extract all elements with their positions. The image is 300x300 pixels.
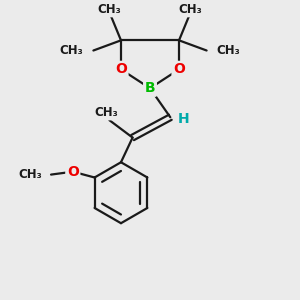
Text: CH₃: CH₃	[217, 44, 241, 57]
Text: CH₃: CH₃	[179, 3, 202, 16]
Text: CH₃: CH₃	[98, 3, 121, 16]
Text: H: H	[178, 112, 189, 126]
Text: CH₃: CH₃	[19, 168, 42, 181]
Text: CH₃: CH₃	[59, 44, 83, 57]
Text: CH₃: CH₃	[94, 106, 118, 119]
Text: B: B	[145, 81, 155, 95]
Text: O: O	[173, 62, 185, 76]
Text: O: O	[115, 62, 127, 76]
Text: O: O	[67, 165, 79, 179]
